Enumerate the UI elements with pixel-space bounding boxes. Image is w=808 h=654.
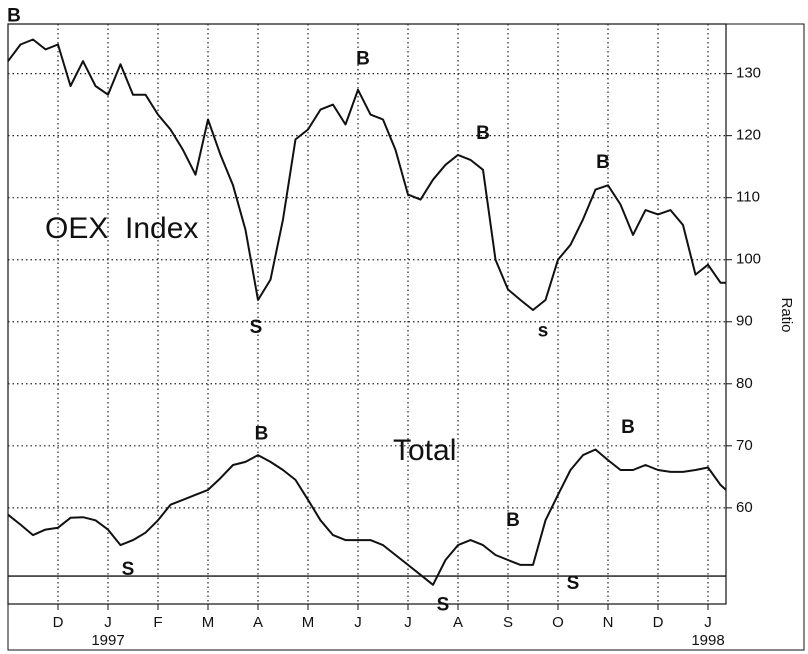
annotation: s (538, 321, 549, 342)
x-tick-label: J (104, 614, 112, 631)
x-tick-label: M (202, 614, 215, 631)
annotation: B (621, 417, 635, 438)
x-tick-label: A (453, 614, 463, 631)
annotation: B (356, 48, 370, 69)
x-tick-label: O (552, 614, 564, 631)
series-line (7, 38, 726, 311)
y-tick-label: 60 (736, 499, 753, 516)
series-label: Total (393, 434, 456, 467)
x-tick-label: F (153, 614, 162, 631)
x-tick-label: A (253, 614, 263, 631)
y-tick-label: 70 (736, 437, 753, 454)
y-tick-label: 120 (736, 127, 761, 144)
y-tick-label: 130 (736, 65, 761, 82)
annotation: B (476, 123, 490, 144)
y-tick-label: 110 (736, 189, 760, 206)
annotation: B (596, 152, 610, 173)
year-label: 1998 (691, 632, 724, 649)
annotation: S (567, 573, 580, 594)
outer-frame (7, 23, 805, 651)
annotation: B (7, 6, 21, 27)
annotation: S (122, 559, 135, 580)
y-tick-label: 80 (736, 375, 753, 392)
plot-frame (7, 23, 727, 605)
y-tick-label: 90 (736, 313, 753, 330)
y-tick-label: 100 (736, 251, 761, 268)
x-tick-label: D (53, 614, 64, 631)
x-tick-label: J (354, 614, 362, 631)
annotation: B (506, 510, 520, 531)
x-tick-label: M (302, 614, 315, 631)
annotation: B (255, 424, 269, 445)
series-label: OEX Index (45, 212, 198, 245)
annotation: S (437, 594, 450, 615)
x-tick-label: D (653, 614, 664, 631)
y-axis-label: Ratio (778, 297, 795, 332)
year-label: 1997 (91, 632, 124, 649)
annotation: S (250, 317, 263, 338)
x-tick-label: S (503, 614, 513, 631)
x-tick-label: N (603, 614, 614, 631)
series-line (7, 448, 727, 586)
x-tick-label: J (404, 614, 412, 631)
x-tick-label: J (704, 614, 712, 631)
